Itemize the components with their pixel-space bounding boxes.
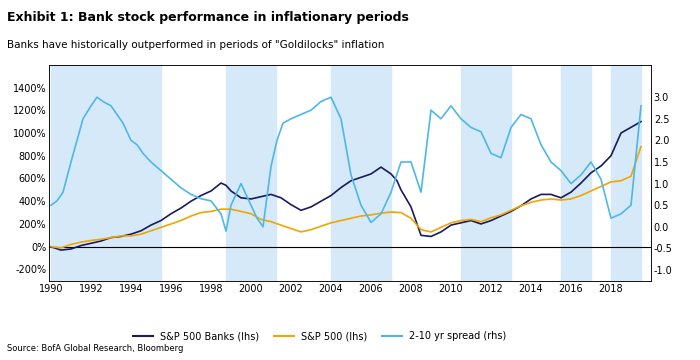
Bar (461, 65, 511, 281)
Bar (561, 65, 591, 281)
Bar (331, 65, 391, 281)
Text: Source: BofA Global Research, Bloomberg: Source: BofA Global Research, Bloomberg (7, 344, 183, 353)
Bar (611, 65, 641, 281)
Text: Banks have historically outperformed in periods of "Goldilocks" inflation: Banks have historically outperformed in … (7, 40, 384, 50)
Bar (51, 65, 161, 281)
Bar (226, 65, 276, 281)
Legend: S&P 500 Banks (lhs), S&P 500 (lhs), 2-10 yr spread (rhs): S&P 500 Banks (lhs), S&P 500 (lhs), 2-10… (130, 327, 510, 345)
Text: Exhibit 1: Bank stock performance in inflationary periods: Exhibit 1: Bank stock performance in inf… (7, 11, 409, 24)
